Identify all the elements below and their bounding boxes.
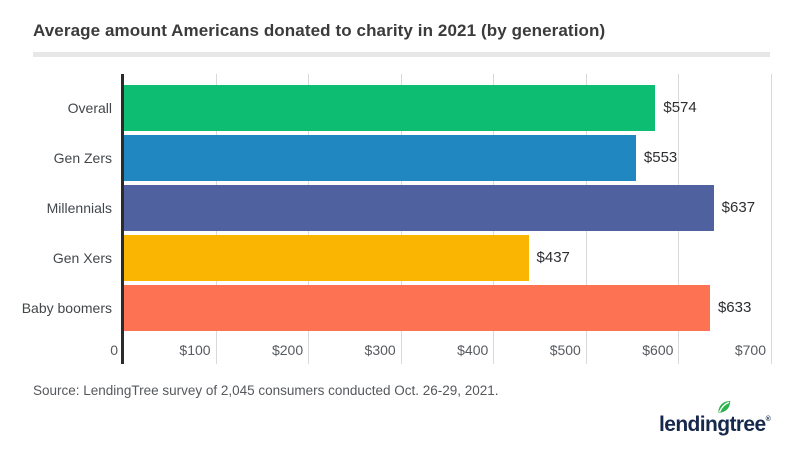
- bar-chart: Overall Gen Zers Millennials Gen Xers Baby b…: [0, 74, 800, 364]
- x-tick-label: 0: [110, 342, 118, 358]
- x-tick-label: $100: [179, 342, 211, 358]
- bar-value-label: $637: [721, 199, 756, 216]
- lendingtree-logo: lendingtree®: [659, 400, 771, 437]
- logo-wordmark: lendingtree®: [659, 413, 771, 436]
- x-tick-label: $700: [734, 342, 766, 358]
- registered-mark: ®: [765, 416, 771, 423]
- source-note: Source: LendingTree survey of 2,045 cons…: [33, 383, 499, 398]
- title-divider: [33, 52, 770, 57]
- bar-value-label: $633: [717, 299, 752, 316]
- category-label: Gen Zers: [53, 150, 112, 166]
- bar: [124, 235, 529, 281]
- bar-value-label: $437: [536, 249, 570, 266]
- bar-value-label: $553: [643, 149, 678, 166]
- gridline: [771, 74, 772, 364]
- bar: [124, 85, 656, 131]
- x-tick-label: $400: [457, 342, 489, 358]
- category-label: Overall: [67, 100, 112, 116]
- y-axis-line: [121, 74, 124, 364]
- bar: [124, 135, 636, 181]
- x-tick-label: $200: [271, 342, 304, 358]
- leaf-icon: [718, 400, 731, 413]
- chart-title: Average amount Americans donated to char…: [33, 21, 606, 40]
- x-tick-label: $600: [642, 342, 674, 358]
- bar: [124, 185, 714, 231]
- category-label: Gen Xers: [52, 250, 112, 266]
- category-label: Millennials: [46, 200, 112, 216]
- category-label: Baby boomers: [21, 300, 112, 316]
- bar-value-label: $574: [663, 99, 697, 116]
- x-tick-label: $300: [364, 342, 396, 358]
- x-tick-label: $500: [549, 342, 581, 358]
- bar: [124, 285, 710, 331]
